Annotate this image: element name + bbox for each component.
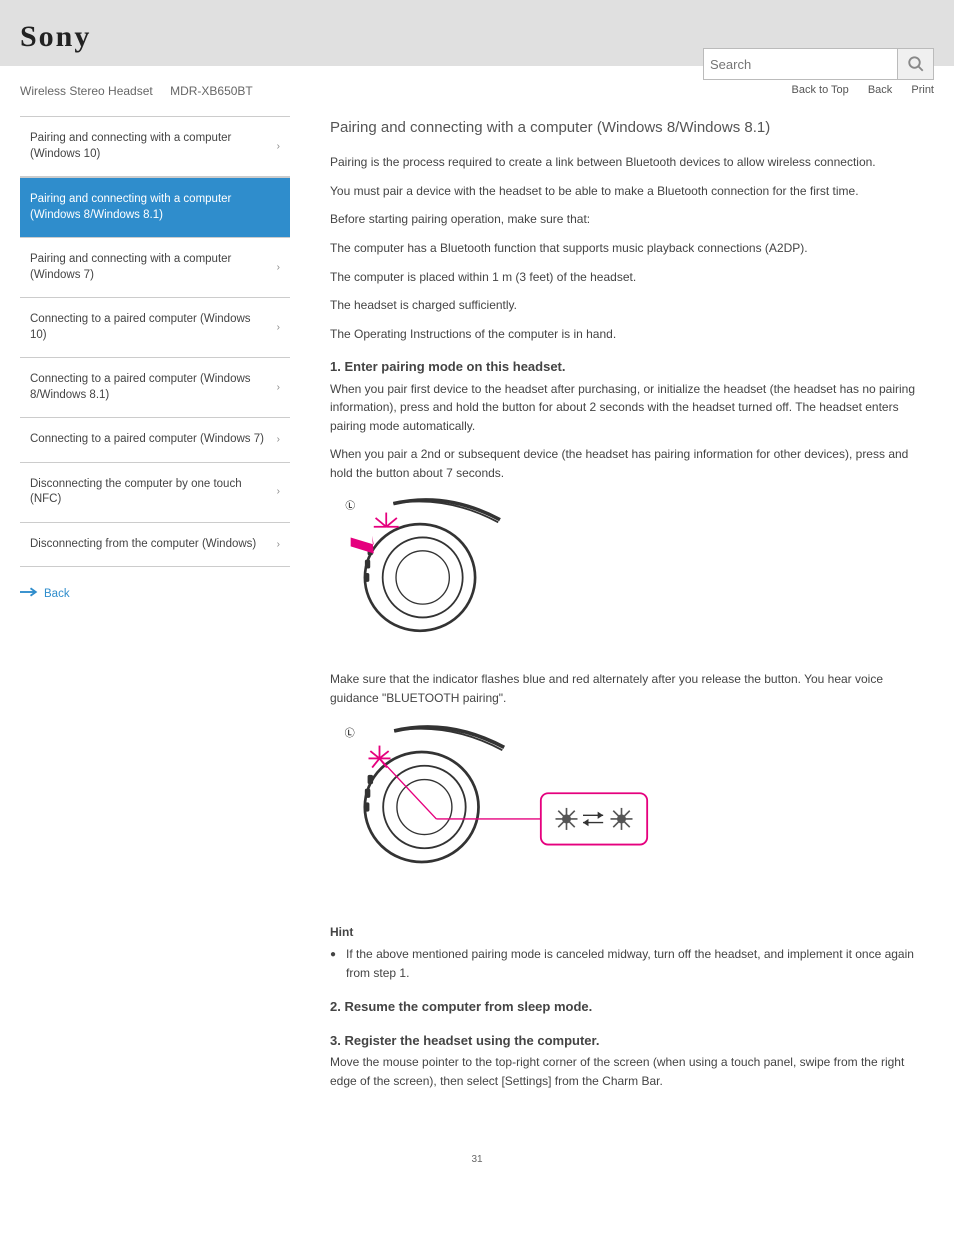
intro-2: You must pair a device with the headset …	[330, 182, 934, 201]
step-3: 3. Register the headset using the comput…	[330, 1031, 934, 1090]
sidebar-item-win10-connect[interactable]: Connecting to a paired computer (Windows…	[20, 298, 290, 358]
l-label-2: Ⓛ	[345, 728, 355, 740]
hint-text: If the above mentioned pairing mode is c…	[346, 945, 934, 982]
step-2: 2. Resume the computer from sleep mode.	[330, 997, 934, 1017]
bullet-dot-icon: ●	[330, 945, 336, 982]
step-3-heading: 3. Register the headset using the comput…	[330, 1031, 934, 1051]
back-label: Back	[44, 588, 70, 600]
step-1-body-2: When you pair a 2nd or subsequent device…	[330, 445, 934, 482]
search-icon	[907, 55, 925, 73]
pre-item-2: The headset is charged sufficiently.	[330, 296, 934, 315]
chevron-right-icon: ›	[277, 381, 280, 395]
chevron-right-icon: ›	[277, 485, 280, 499]
model-name: MDR-XB650BT	[170, 84, 253, 98]
sidebar-item-win8-pair[interactable]: Pairing and connecting with a computer (…	[20, 177, 290, 238]
step-1: 1. Enter pairing mode on this headset. W…	[330, 357, 934, 982]
step-1-body-1: When you pair first device to the headse…	[330, 380, 934, 436]
sidebar-item-label: Connecting to a paired computer (Windows…	[30, 372, 269, 403]
link-print[interactable]: Print	[911, 84, 934, 96]
link-back-to-top[interactable]: Back to Top	[792, 84, 849, 96]
sidebar: Pairing and connecting with a computer (…	[20, 116, 290, 1104]
page-title: Pairing and connecting with a computer (…	[330, 116, 934, 139]
figure-1: Ⓛ	[330, 493, 934, 659]
sidebar-item-label: Pairing and connecting with a computer (…	[30, 131, 269, 162]
sidebar-item-label: Disconnecting from the computer (Windows…	[30, 537, 256, 553]
pre-item-0: The computer has a Bluetooth function th…	[330, 239, 934, 258]
search-button[interactable]	[898, 48, 934, 80]
sidebar-item-win-disconnect[interactable]: Disconnecting from the computer (Windows…	[20, 523, 290, 568]
step-2-heading: 2. Resume the computer from sleep mode.	[330, 997, 934, 1017]
link-back[interactable]: Back	[868, 84, 892, 96]
sidebar-item-label: Connecting to a paired computer (Windows…	[30, 432, 264, 448]
pre-item-1: The computer is placed within 1 m (3 fee…	[330, 268, 934, 287]
sidebar-item-win8-connect[interactable]: Connecting to a paired computer (Windows…	[20, 358, 290, 418]
sidebar-item-label: Pairing and connecting with a computer (…	[30, 252, 269, 283]
sidebar-item-label: Connecting to a paired computer (Windows…	[30, 312, 269, 343]
chevron-right-icon: ›	[277, 261, 280, 275]
sidebar-item-win7-pair[interactable]: Pairing and connecting with a computer (…	[20, 238, 290, 298]
step-1-heading: 1. Enter pairing mode on this headset.	[330, 357, 934, 377]
sidebar-item-win7-connect[interactable]: Connecting to a paired computer (Windows…	[20, 418, 290, 463]
sidebar-item-label: Disconnecting the computer by one touch …	[30, 477, 269, 508]
back-link[interactable]: Back	[20, 587, 290, 600]
headphone-press-diagram: Ⓛ	[330, 493, 510, 653]
chevron-right-icon: ›	[277, 433, 280, 447]
hint-label: Hint	[330, 923, 934, 942]
search-wrap	[703, 48, 934, 80]
main-article: Pairing and connecting with a computer (…	[330, 116, 934, 1104]
content: Pairing and connecting with a computer (…	[0, 106, 954, 1134]
header-band: Sony	[0, 0, 954, 66]
figure-2: Ⓛ	[330, 717, 934, 903]
product-name: Wireless Stereo Headset	[20, 84, 153, 98]
chevron-right-icon: ›	[277, 140, 280, 154]
step-3-sub1: Move the mouse pointer to the top-right …	[330, 1053, 934, 1090]
chevron-right-icon: ›	[277, 538, 280, 552]
intro-3: Before starting pairing operation, make …	[330, 210, 934, 229]
headphone-indicator-diagram: Ⓛ	[330, 717, 660, 897]
page-number: 31	[0, 1134, 954, 1195]
step-1-body-3: Make sure that the indicator flashes blu…	[330, 670, 934, 707]
sidebar-item-nfc-disconnect[interactable]: Disconnecting the computer by one touch …	[20, 463, 290, 523]
header-links: Back to Top Back Print	[776, 84, 935, 96]
chevron-right-icon: ›	[277, 321, 280, 335]
arrow-right-icon	[20, 587, 38, 600]
search-input[interactable]	[703, 48, 898, 80]
hint-bullet: ● If the above mentioned pairing mode is…	[330, 945, 934, 982]
l-label: Ⓛ	[345, 500, 355, 512]
pre-item-3: The Operating Instructions of the comput…	[330, 325, 934, 344]
sidebar-item-win10-pair[interactable]: Pairing and connecting with a computer (…	[20, 116, 290, 177]
sidebar-item-label: Pairing and connecting with a computer (…	[30, 192, 280, 223]
intro-1: Pairing is the process required to creat…	[330, 153, 934, 172]
